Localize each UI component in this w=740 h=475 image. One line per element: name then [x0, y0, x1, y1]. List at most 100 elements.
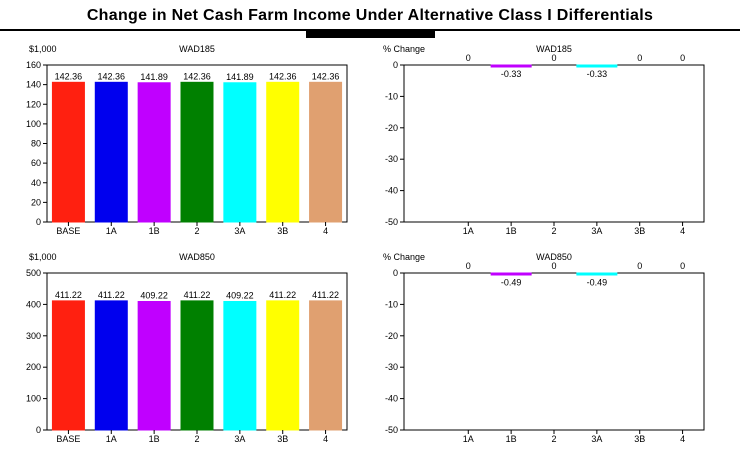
chart4-x-tick-label: 1B — [506, 434, 517, 444]
chart2-y-tick-label: -10 — [385, 91, 398, 101]
chart2-y-axis-label: % Change — [383, 44, 425, 54]
chart2-y-tick-label: -50 — [385, 217, 398, 227]
chart1-data-label: 141.89 — [226, 72, 254, 82]
chart4-y-tick-label: -50 — [385, 425, 398, 435]
chart3-x-tick-label: 3B — [277, 434, 288, 444]
chart3-bar — [180, 300, 214, 431]
chart3-bar — [51, 300, 85, 431]
chart2-y-tick-label: -40 — [385, 186, 398, 196]
chart1-y-tick-label: 40 — [31, 178, 41, 188]
chart3-bar — [223, 301, 257, 431]
chart3-data-label: 411.22 — [184, 290, 211, 300]
chart4-bar — [490, 272, 532, 276]
chart2-data-label: -0.33 — [501, 69, 522, 79]
chart2-bar — [490, 64, 532, 68]
chart2-x-tick-label: 1B — [506, 226, 517, 236]
chart4-title: WAD850 — [536, 252, 572, 262]
chart2-data-label: 0 — [466, 53, 471, 63]
chart1-x-tick-label: BASE — [56, 226, 80, 236]
chart1-data-label: 142.36 — [55, 71, 83, 81]
chart3-y-tick-label: 500 — [26, 268, 41, 278]
chart1-y-tick-label: 80 — [31, 139, 41, 149]
chart4-data-label: -0.49 — [501, 278, 522, 288]
chart3-data-label: 409.22 — [226, 291, 254, 301]
chart1-x-tick-label: 2 — [194, 226, 199, 236]
chart2-title: WAD185 — [536, 44, 572, 54]
chart2-bar — [576, 64, 618, 68]
chart2-y-tick-label: -20 — [385, 123, 398, 133]
title-rule-bar — [306, 29, 435, 38]
chart3-title: WAD850 — [179, 252, 215, 262]
chart1-y-tick-label: 60 — [31, 158, 41, 168]
chart2-x-tick-label: 1A — [463, 226, 474, 236]
chart3-x-tick-label: 3A — [234, 434, 245, 444]
chart1-title: WAD185 — [179, 44, 215, 54]
chart1-y-tick-label: 140 — [26, 80, 41, 90]
chart3-bar — [266, 300, 300, 431]
chart1-y-tick-label: 0 — [36, 217, 41, 227]
chart3-bar — [309, 300, 343, 431]
chart4-bar — [576, 272, 618, 276]
chart3-bar — [137, 301, 171, 431]
chart4-x-tick-label: 2 — [551, 434, 556, 444]
chart3-y-tick-label: 0 — [36, 425, 41, 435]
chart4-y-tick-label: -20 — [385, 331, 398, 341]
chart3-x-tick-label: BASE — [56, 434, 80, 444]
chart1-x-tick-label: 1B — [149, 226, 160, 236]
chart2-x-tick-label: 3B — [634, 226, 645, 236]
chart1-y-tick-label: 160 — [26, 60, 41, 70]
chart4-data-label: 0 — [551, 261, 556, 271]
chart3-data-label: 411.22 — [269, 290, 296, 300]
chart3-y-tick-label: 100 — [26, 394, 41, 404]
chart1-bar — [309, 81, 343, 223]
chart2-y-tick-label: -30 — [385, 154, 398, 164]
chart3-bar — [94, 300, 128, 431]
chart1-bar — [94, 81, 128, 223]
chart1-y-tick-label: 100 — [26, 119, 41, 129]
chart3-y-tick-label: 300 — [26, 331, 41, 341]
chart2-data-label: 0 — [637, 53, 642, 63]
chart3-x-tick-label: 2 — [194, 434, 199, 444]
chart1-data-label: 142.36 — [98, 71, 126, 81]
chart1-data-label: 142.36 — [269, 71, 297, 81]
chart4-y-tick-label: 0 — [393, 268, 398, 278]
chart2-data-label: -0.33 — [587, 69, 608, 79]
chart1-x-tick-label: 1A — [106, 226, 117, 236]
chart1-data-label: 141.89 — [140, 72, 168, 82]
chart4-y-tick-label: -40 — [385, 394, 398, 404]
chart3-y-tick-label: 200 — [26, 362, 41, 372]
chart3-x-tick-label: 4 — [323, 434, 328, 444]
chart1-data-label: 142.36 — [312, 71, 340, 81]
chart2-x-tick-label: 3A — [591, 226, 602, 236]
chart3-data-label: 411.22 — [98, 290, 125, 300]
chart1-bar — [137, 82, 171, 223]
chart4-x-tick-label: 1A — [463, 434, 474, 444]
chart1-y-tick-label: 120 — [26, 99, 41, 109]
chart2-x-tick-label: 2 — [551, 226, 556, 236]
chart2-data-label: 0 — [551, 53, 556, 63]
chart1-bar — [223, 82, 257, 223]
chart1-bar — [180, 81, 214, 223]
page-title: Change in Net Cash Farm Income Under Alt… — [86, 7, 654, 24]
chart1-y-tick-label: 20 — [31, 197, 41, 207]
chart4-data-label: 0 — [680, 261, 685, 271]
chart4-data-label: 0 — [637, 261, 642, 271]
chart4-data-label: -0.49 — [587, 278, 608, 288]
chart1-data-label: 142.36 — [183, 71, 211, 81]
chart4-y-tick-label: -10 — [385, 299, 398, 309]
chart4-y-tick-label: -30 — [385, 362, 398, 372]
chart4-y-axis-label: % Change — [383, 252, 425, 262]
chart2-x-tick-label: 4 — [680, 226, 685, 236]
chart3-y-tick-label: 400 — [26, 299, 41, 309]
chart3-data-label: 409.22 — [140, 291, 168, 301]
chart3-x-tick-label: 1B — [149, 434, 160, 444]
chart4-data-label: 0 — [466, 261, 471, 271]
chart4-x-tick-label: 3B — [634, 434, 645, 444]
chart1-y-axis-label: $1,000 — [29, 44, 57, 54]
chart1-x-tick-label: 3B — [277, 226, 288, 236]
chart1-x-tick-label: 3A — [234, 226, 245, 236]
chart3-data-label: 411.22 — [55, 290, 82, 300]
chart4-plot-frame — [403, 272, 705, 431]
chart4-x-tick-label: 3A — [591, 434, 602, 444]
